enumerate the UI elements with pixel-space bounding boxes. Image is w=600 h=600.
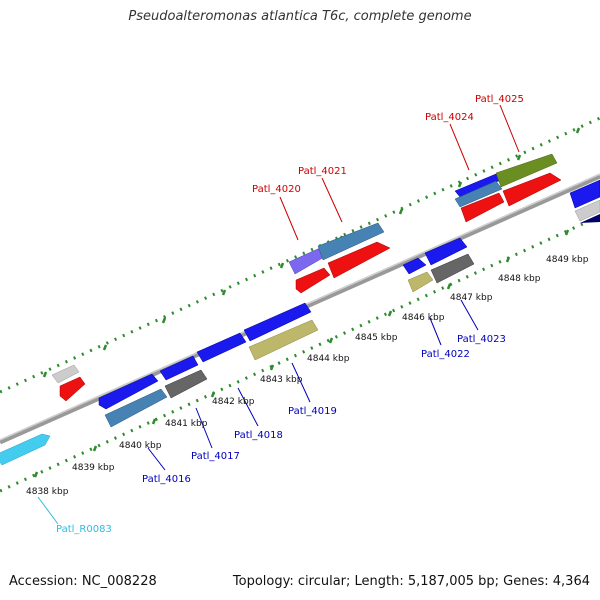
gene-label-patl-4021[interactable]: Patl_4021 [298,166,347,177]
gene-feature-patl-4024-red[interactable] [460,192,505,223]
accession-text: Accession: NC_008228 [9,574,157,589]
gene-label-patl-4022[interactable]: Patl_4022 [421,349,470,360]
gene-feature-patl-4019-khaki[interactable] [248,319,319,361]
gene-label-patl-4020[interactable]: Patl_4020 [252,184,301,195]
gene-feature-patl-4023-blue[interactable] [424,237,468,266]
gene-feature-left-red[interactable] [59,376,86,402]
kbp-tick-label: 4847 kbp [450,293,493,303]
kbp-tick-label: 4846 kbp [402,313,445,323]
gene-feature-patl-4025-olive[interactable] [495,153,558,188]
kbp-tick-label: 4840 kbp [119,441,162,451]
gene-feature-patl-4016-blue[interactable] [98,373,159,410]
gene-label-patl-4016[interactable]: Patl_4016 [142,474,191,485]
gene-label-patl-4018[interactable]: Patl_4018 [234,430,283,441]
kbp-tick-label: 4838 kbp [26,487,69,497]
gene-feature-patl-4024-steel[interactable] [454,180,503,208]
gene-feature-patl-4019-blue[interactable] [243,302,312,342]
gene-label-patl-4019[interactable]: Patl_4019 [288,406,337,417]
gene-label-patl-4017[interactable]: Patl_4017 [191,451,240,462]
kbp-tick-label: 4849 kbp [546,255,589,265]
upper-dotted-rail [0,116,600,394]
upper-major-ticks [42,127,581,378]
gene-feature-left-gray[interactable] [51,364,80,384]
kbp-tick-label: 4843 kbp [260,375,303,385]
gene-label-patl-4023[interactable]: Patl_4023 [457,334,506,345]
genome-summary-text: Topology: circular; Length: 5,187,005 bp… [232,574,590,589]
gene-feature-patl-4021-red[interactable] [327,241,391,279]
gene-feature-patl-4025-red[interactable] [502,172,562,207]
rna-feature-patl-r0083[interactable] [0,433,51,466]
gene-feature-patl-4018-blue[interactable] [196,332,247,363]
gene-feature-patl-4022-khaki[interactable] [407,271,434,293]
gene-feature-patl-4020-red[interactable] [295,267,331,294]
gene-label-patl-4025[interactable]: Patl_4025 [475,94,524,105]
gene-feature-patl-4017-gray[interactable] [164,369,208,399]
kbp-tick-label: 4844 kbp [307,354,350,364]
gene-feature-patl-4023-gray[interactable] [430,253,475,284]
gene-feature-patl-4017-blue[interactable] [159,355,199,381]
gene-feature-right-gray[interactable] [574,199,600,222]
kbp-tick-label: 4845 kbp [355,333,398,343]
gene-label-patl-r0083[interactable]: Patl_R0083 [56,524,112,535]
label-leader-lines [37,104,520,525]
kbp-tick-label: 4842 kbp [212,397,255,407]
lower-major-ticks [33,229,570,478]
lower-dotted-rail [0,214,600,493]
gene-feature-right-navy[interactable] [580,214,600,223]
kbp-tick-label: 4839 kbp [72,463,115,473]
gene-label-patl-4024[interactable]: Patl_4024 [425,112,474,123]
gene-feature-right-blue[interactable] [569,179,600,209]
kbp-tick-label: 4848 kbp [498,274,541,284]
gene-feature-patl-4022-blue[interactable] [402,257,427,275]
gene-feature-patl-4021-steel[interactable] [317,222,385,261]
gene-feature-patl-4016-steel[interactable] [104,388,168,428]
map-title: Pseudoalteromonas atlantica T6c, complet… [128,9,472,24]
kbp-tick-label: 4841 kbp [165,419,208,429]
